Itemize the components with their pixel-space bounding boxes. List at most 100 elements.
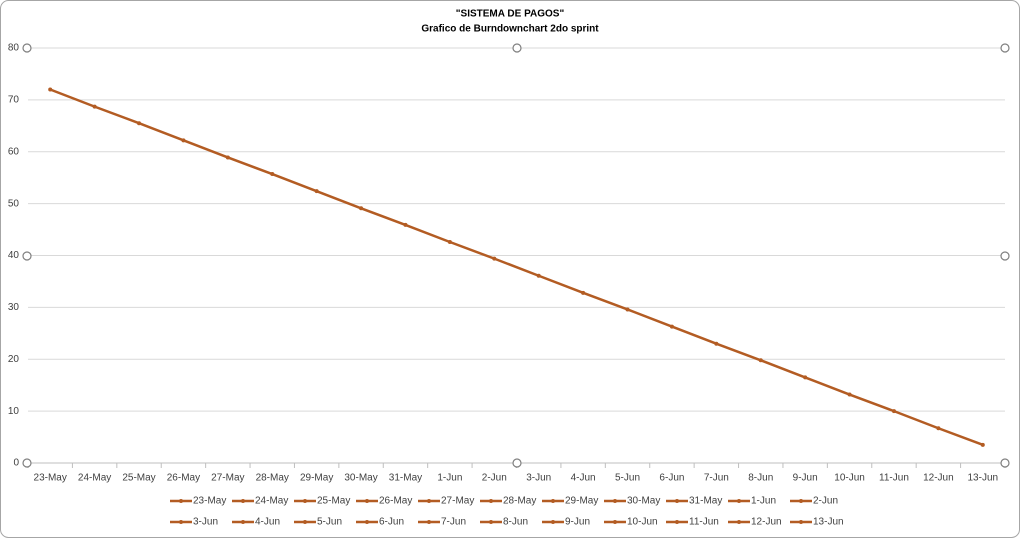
legend-label: 13-Jun (813, 517, 844, 528)
legend-marker (675, 499, 679, 503)
legend-marker (489, 520, 493, 524)
marker (492, 256, 497, 261)
x-tick-label: 1-Jun (437, 473, 462, 484)
marker (181, 138, 186, 143)
marker (403, 222, 408, 227)
x-tick-label: 13-Jun (968, 473, 999, 484)
marker (536, 273, 541, 278)
x-tick-label: 4-Jun (571, 473, 596, 484)
legend-label: 28-May (503, 496, 536, 507)
marker (936, 426, 941, 431)
marker (92, 104, 97, 109)
marker (669, 324, 674, 329)
x-tick-label: 27-May (211, 473, 244, 484)
legend-marker (799, 499, 803, 503)
y-tick-label: 70 (8, 95, 20, 106)
x-tick-label: 2-Jun (482, 473, 507, 484)
legend-label: 23-May (193, 496, 226, 507)
legend-label: 9-Jun (565, 517, 590, 528)
legend-label: 5-Jun (317, 517, 342, 528)
legend-marker (303, 499, 307, 503)
chart-title: "SISTEMA DE PAGOS" (456, 9, 565, 20)
y-tick-label: 30 (8, 302, 20, 313)
legend-marker (551, 520, 555, 524)
selection-handles (22, 43, 1010, 468)
x-tick-label: 5-Jun (615, 473, 640, 484)
y-tick-label: 20 (8, 354, 20, 365)
marker (980, 442, 985, 447)
legend-label: 26-May (379, 496, 412, 507)
marker (803, 375, 808, 380)
x-tick-label: 31-May (389, 473, 422, 484)
marker (758, 358, 763, 363)
legend-label: 2-Jun (813, 496, 838, 507)
marker (359, 206, 364, 211)
legend-label: 30-May (627, 496, 660, 507)
x-tick-label: 7-Jun (704, 473, 729, 484)
legend-marker (241, 520, 245, 524)
marker (314, 189, 319, 194)
x-tick-label: 8-Jun (748, 473, 773, 484)
legend-marker (241, 499, 245, 503)
x-tick-label: 10-Jun (834, 473, 865, 484)
y-tick-label: 10 (8, 406, 20, 417)
legend-marker (365, 499, 369, 503)
chart-subtitle: Grafico de Burndownchart 2do sprint (421, 24, 599, 35)
legend-label: 12-Jun (751, 517, 782, 528)
y-tick-label: 60 (8, 146, 20, 157)
legend-marker (365, 520, 369, 524)
legend-marker (427, 499, 431, 503)
legend-marker (303, 520, 307, 524)
legend-label: 6-Jun (379, 517, 404, 528)
x-tick-label: 12-Jun (923, 473, 954, 484)
legend-label: 8-Jun (503, 517, 528, 528)
marker (847, 392, 852, 397)
legend-label: 4-Jun (255, 517, 280, 528)
x-tick-label: 11-Jun (879, 473, 909, 484)
x-tick-label: 30-May (344, 473, 377, 484)
y-tick-label: 0 (13, 458, 19, 469)
legend-marker (737, 520, 741, 524)
legend-marker (613, 499, 617, 503)
legend-marker (551, 499, 555, 503)
legend-marker (179, 520, 183, 524)
legend-marker (427, 520, 431, 524)
legend-label: 31-May (689, 496, 722, 507)
y-tick-label: 40 (8, 250, 20, 261)
marker (581, 290, 586, 295)
legend-label: 27-May (441, 496, 474, 507)
marker (270, 172, 275, 177)
marker (447, 240, 452, 245)
legend-label: 25-May (317, 496, 350, 507)
legend-marker (675, 520, 679, 524)
marker (137, 121, 142, 126)
marker (625, 307, 630, 312)
y-tick-label: 80 (8, 43, 20, 54)
legend-label: 24-May (255, 496, 288, 507)
marker (225, 155, 230, 160)
line (49, 88, 984, 447)
legend-marker (613, 520, 617, 524)
legend-label: 7-Jun (441, 517, 466, 528)
legend-label: 29-May (565, 496, 598, 507)
legend-label: 10-Jun (627, 517, 658, 528)
legend-label: 1-Jun (751, 496, 776, 507)
legend-marker (179, 499, 183, 503)
x-tick-label: 23-May (34, 473, 67, 484)
x-tick-label: 29-May (300, 473, 333, 484)
legend-label: 11-Jun (689, 517, 719, 528)
x-tick-label: 9-Jun (793, 473, 818, 484)
marker (714, 341, 719, 346)
x-tick-label: 28-May (256, 473, 289, 484)
y-tick-label: 50 (8, 198, 20, 209)
marker (891, 409, 896, 414)
x-tick-label: 3-Jun (526, 473, 551, 484)
legend-label: 3-Jun (193, 517, 218, 528)
x-tick-label: 24-May (78, 473, 111, 484)
x-tick-label: 26-May (167, 473, 200, 484)
legend-marker (737, 499, 741, 503)
x-tick-label: 6-Jun (659, 473, 684, 484)
x-tick-label: 25-May (122, 473, 155, 484)
